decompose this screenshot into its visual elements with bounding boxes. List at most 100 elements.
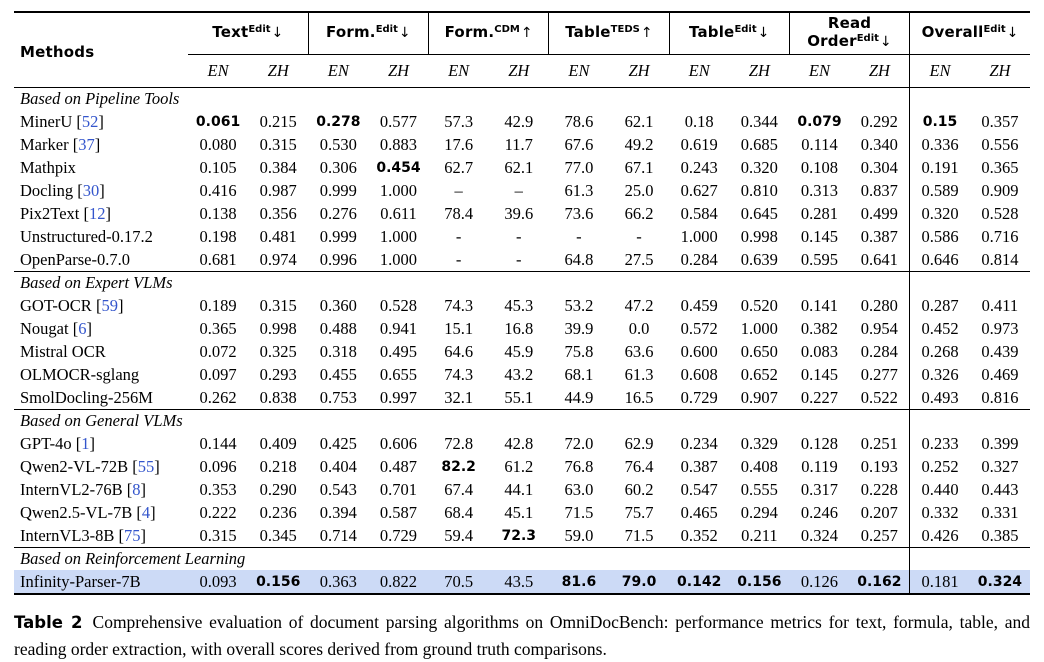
value-cell: 0.138 [199, 203, 237, 223]
value-cell: 0.145 [800, 364, 839, 384]
value-cell: 43.5 [488, 570, 549, 594]
value-cell: 0.128 [800, 433, 839, 453]
group-label-row: Based on Reinforcement Learning [14, 547, 1030, 570]
value-cell: 0.716 [981, 226, 1019, 246]
value-cell: 0.606 [379, 433, 418, 453]
value-cell: 0.189 [199, 295, 237, 315]
table-row: Pix2Text [12] 0.138 0.356 0.276 0.611 78.4 39.… [14, 202, 1030, 225]
value-cell: – [514, 180, 523, 200]
subheader-en: EN [188, 54, 249, 88]
value-cell: 0.365 [199, 318, 237, 338]
value-cell: 74.3 [444, 364, 474, 384]
value-cell: 0.320 [740, 157, 778, 177]
value-cell: 42.8 [504, 433, 534, 453]
table-row: Mathpix 0.105 0.384 0.306 0.454 62.7 62.1 77.0 6… [14, 156, 1030, 179]
value-cell: 0.455 [319, 364, 357, 384]
value-cell: 0.619 [680, 134, 718, 154]
value-cell: 71.5 [624, 525, 654, 545]
col-group-metric-superscript: CDM [494, 23, 520, 35]
value-cell: 0.997 [379, 387, 418, 407]
value-cell: 0.340 [860, 134, 898, 154]
value-cell: 0.227 [800, 387, 839, 407]
value-cell: 0.641 [860, 249, 898, 269]
method-name-cell: InternVL3-8B [75] [20, 525, 147, 545]
col-group-label: Text [212, 23, 249, 41]
group-label-filler [909, 87, 1030, 110]
table-row: Infinity-Parser-7B 0.093 0.156 0.363 0.822 70… [14, 570, 1030, 594]
value-cell: 0.061 [195, 113, 241, 130]
value-cell: 0.317 [800, 479, 839, 499]
subheader-en: EN [548, 54, 609, 88]
value-cell: 0.481 [259, 226, 297, 246]
table-row: Nougat [6] 0.365 0.998 0.488 0.941 15.1 16.8 39… [14, 317, 1030, 340]
value-cell: 0.411 [981, 295, 1019, 315]
value-cell: 59.4 [444, 525, 474, 545]
value-cell: 67.6 [564, 134, 594, 154]
value-cell: 0.495 [379, 341, 418, 361]
citation-link[interactable]: 8 [132, 479, 141, 499]
table-row: Marker [37] 0.080 0.315 0.530 0.883 17.6 11.7 6… [14, 133, 1030, 156]
col-group-metric-superscript: Edit [375, 23, 398, 35]
value-cell: 0.814 [981, 249, 1019, 269]
value-cell: 0.096 [199, 456, 237, 476]
value-cell: 0.278 [316, 113, 361, 130]
value-cell: 0.522 [860, 387, 898, 407]
citation-link[interactable]: 55 [137, 456, 155, 476]
table-row: SmolDocling-256M 0.262 0.838 0.753 0.997 32.1… [14, 386, 1030, 410]
method-name-cell: Infinity-Parser-7B [14, 570, 188, 594]
citation-link[interactable]: 4 [141, 502, 151, 522]
value-cell: 0.586 [909, 225, 970, 248]
citation-link[interactable]: 75 [124, 525, 141, 545]
value-cell: 0.639 [740, 249, 778, 269]
subheader-en: EN [308, 54, 369, 88]
value-cell: 0.345 [259, 525, 297, 545]
table-caption: Table 2 Comprehensive evaluation of docum… [14, 609, 1030, 662]
value-cell: 0.277 [860, 364, 898, 384]
value-cell: 0.426 [909, 524, 970, 548]
value-cell: 0.838 [259, 387, 297, 407]
value-cell: 0.385 [981, 525, 1019, 545]
col-group-header: Form.Edit↓ [307, 12, 429, 55]
value-cell: 60.2 [624, 479, 654, 499]
value-cell: 0.215 [259, 111, 297, 131]
down-arrow-icon: ↓ [271, 25, 284, 41]
citation-link[interactable]: 30 [82, 180, 100, 200]
value-cell: 0.236 [259, 502, 297, 522]
value-cell: 0.907 [740, 387, 778, 407]
value-cell: 0.332 [909, 501, 970, 524]
citation-link[interactable]: 59 [101, 295, 118, 315]
value-cell: 32.1 [444, 387, 474, 407]
value-cell: 0.268 [909, 340, 970, 363]
value-cell: 62.9 [624, 433, 654, 453]
value-cell: 0.487 [379, 456, 418, 476]
value-cell: 0.097 [199, 364, 237, 384]
value-cell: 0.987 [259, 180, 297, 200]
value-cell: 1.000 [379, 180, 418, 200]
subheader-zh: ZH [729, 54, 790, 88]
down-arrow-icon: ↓ [398, 25, 411, 41]
value-cell: 0.331 [981, 502, 1019, 522]
value-cell: - [455, 226, 462, 246]
value-cell: - [636, 226, 642, 246]
citation-link[interactable]: 37 [78, 134, 95, 154]
citation-link[interactable]: 52 [81, 111, 99, 131]
value-cell: 0.293 [259, 364, 297, 384]
value-cell: 64.8 [564, 249, 594, 269]
citation-link[interactable]: 12 [88, 203, 106, 223]
value-cell: 0.611 [380, 203, 417, 223]
value-cell: 0.280 [860, 295, 898, 315]
value-cell: 0.999 [319, 226, 357, 246]
method-name-cell: GOT-OCR [59] [20, 295, 124, 315]
value-cell: 0.408 [740, 456, 778, 476]
value-cell: 72.0 [564, 433, 594, 453]
value-cell: 0.313 [800, 180, 839, 200]
value-cell: 63.0 [564, 479, 594, 499]
value-cell: 79.0 [608, 570, 670, 594]
table-header: Methods TextEdit↓ Form.Edit↓ Form.CDM↑ Tabl… [14, 12, 1030, 88]
subheader-zh: ZH [608, 54, 670, 88]
citation-link[interactable]: 6 [78, 318, 87, 338]
value-cell: 0.681 [199, 249, 237, 269]
citation-link[interactable]: 1 [81, 433, 90, 453]
group-label: Based on Expert VLMs [14, 271, 910, 294]
group-label-filler [909, 547, 1030, 570]
